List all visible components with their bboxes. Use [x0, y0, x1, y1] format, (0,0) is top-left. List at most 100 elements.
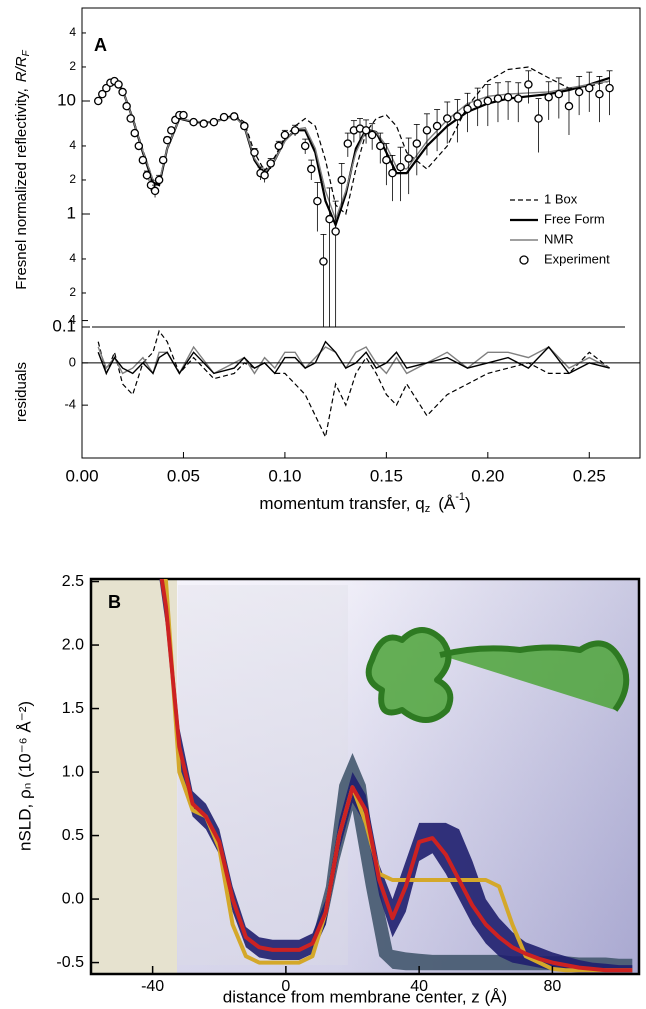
y-tick-label: 1: [67, 203, 76, 222]
y-tick-label: 1.5: [62, 700, 84, 717]
panel-a-plot: [93, 66, 614, 439]
data-point: [290, 126, 300, 135]
data-point: [493, 94, 503, 103]
y-tick-label: 2: [69, 285, 76, 299]
data-point: [134, 141, 144, 151]
y-tick-label: 1.0: [62, 763, 84, 780]
data-point: [514, 94, 523, 103]
y-tick-label: 0.0: [62, 890, 84, 907]
data-point: [412, 139, 422, 148]
x-tick-label: 0.15: [370, 466, 403, 485]
data-point: [122, 101, 131, 111]
y-axis-label: Fresnel normalized reflectivity, R/RF: [13, 49, 32, 289]
data-point: [189, 117, 198, 127]
x-tick-label: 0.10: [268, 466, 301, 485]
y-axis-label-text: Fresnel normalized reflectivity,: [13, 88, 30, 289]
legend-label: NMR: [544, 231, 574, 246]
profile-curve: [159, 579, 633, 973]
legend-label: Free Form: [544, 211, 605, 226]
protein-illustration: [365, 627, 630, 723]
data-point: [229, 112, 239, 121]
legend-swatch: [519, 255, 529, 265]
data-point: [274, 141, 284, 151]
y-axis-label: nSLD, ρₙ (10⁻⁶ Å⁻²): [15, 701, 34, 851]
data-point: [524, 80, 533, 89]
data-point: [404, 154, 413, 163]
x-axis-label: distance from membrane center, z (Å): [223, 987, 507, 1006]
residual-curve: [97, 340, 610, 376]
y-tick-label: 4: [69, 312, 76, 327]
residual-curve: [97, 345, 610, 376]
y-tick-label: -0.5: [56, 954, 84, 971]
y-tick-label: 4: [69, 25, 76, 39]
fit-curve: [97, 76, 610, 229]
data-point: [138, 155, 148, 165]
legend-label: Experiment: [544, 251, 610, 266]
data-point: [260, 171, 269, 180]
x-tick-label: 0.05: [167, 466, 200, 485]
fit-curve: [97, 80, 610, 222]
y-tick-label: 2: [69, 59, 76, 73]
data-point: [432, 121, 442, 131]
data-point: [150, 186, 160, 196]
data-point: [544, 92, 553, 102]
data-point: [114, 80, 123, 89]
data-point: [300, 141, 310, 151]
confidence-band: [159, 579, 633, 973]
x-axis-label-close: ): [465, 494, 471, 513]
data-point: [396, 162, 405, 172]
residual-curve: [97, 329, 610, 439]
y-tick-label: -4: [64, 397, 76, 412]
y-axis-label-sub: F: [21, 49, 32, 56]
data-point: [199, 119, 208, 128]
data-point: [483, 96, 493, 106]
y-tick-label: 2.0: [62, 636, 84, 653]
data-point: [162, 135, 172, 145]
data-point: [463, 104, 472, 114]
x-tick-label: -40: [141, 978, 164, 995]
data-point: [574, 87, 584, 97]
data-point: [605, 83, 614, 93]
data-point: [240, 121, 249, 131]
substrate: [91, 579, 177, 974]
data-point: [534, 114, 543, 123]
data-point: [453, 112, 462, 121]
data-point: [388, 168, 397, 178]
y-tick-label: 4: [69, 138, 76, 152]
y-tick-label: 10: [57, 90, 76, 109]
data-point: [126, 114, 135, 123]
x-axis-label: momentum transfer, qz (Å-1): [259, 491, 470, 515]
data-point: [167, 126, 176, 135]
data-point: [158, 155, 168, 165]
data-point: [93, 96, 103, 106]
x-tick-label: 0.00: [65, 466, 98, 485]
data-point: [595, 89, 604, 99]
data-point: [250, 148, 259, 157]
data-point: [130, 128, 140, 138]
data-point: [209, 117, 219, 127]
data-point: [266, 159, 275, 168]
data-point: [154, 175, 164, 185]
data-point: [367, 130, 377, 140]
data-point: [422, 126, 432, 135]
legend-label: 1 Box: [544, 191, 578, 206]
data-point: [307, 164, 316, 174]
x-tick-label: 0.20: [471, 466, 504, 485]
x-axis-label-text: momentum transfer, q: [259, 494, 424, 513]
data-point: [142, 171, 152, 180]
panel-label: A: [94, 35, 107, 55]
data-point: [219, 112, 229, 122]
data-point: [337, 175, 346, 185]
data-point: [179, 110, 188, 120]
lipid-illustration: [178, 585, 348, 965]
data-point: [280, 130, 290, 140]
data-point: [473, 99, 482, 108]
data-point: [585, 83, 594, 93]
x-tick-label: 40: [410, 978, 428, 995]
data-point: [554, 89, 564, 99]
data-point: [564, 101, 574, 111]
y-tick-label: 0.1: [52, 316, 76, 335]
y-tick-label: 0.5: [62, 827, 84, 844]
data-point: [376, 141, 385, 151]
